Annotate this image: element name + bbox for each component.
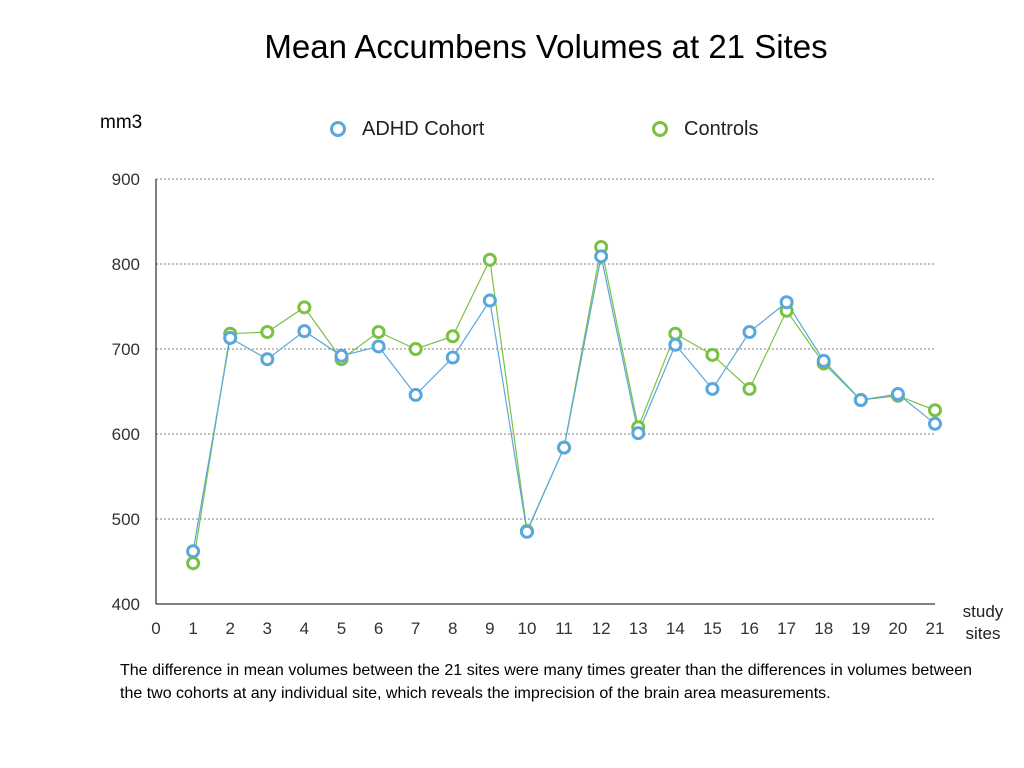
x-tick-label-0: 0 (151, 619, 160, 638)
y-tick-label-600: 600 (112, 425, 140, 444)
x-tick-label-5: 5 (337, 619, 346, 638)
x-axis-label-line-2: sites (965, 624, 1001, 643)
x-tick-label-20: 20 (888, 619, 907, 638)
data-point-adhd-20 (890, 387, 905, 402)
data-point-adhd-8 (445, 350, 460, 365)
data-point-controls-1 (186, 556, 201, 571)
x-tick-label-2: 2 (225, 619, 234, 638)
data-point-controls-21 (928, 403, 942, 418)
y-tick-label-400: 400 (112, 595, 140, 614)
x-tick-label-13: 13 (629, 619, 648, 638)
data-point-adhd-19 (853, 393, 868, 407)
data-point-adhd-1 (186, 544, 201, 559)
legend-marker-controls-icon (652, 121, 668, 137)
chart-title: Mean Accumbens Volumes at 21 Sites (264, 28, 828, 65)
x-tick-label-14: 14 (666, 619, 685, 638)
x-tick-label-7: 7 (411, 619, 420, 638)
x-tick-label-1: 1 (188, 619, 197, 638)
x-tick-label-8: 8 (448, 619, 457, 638)
data-point-controls-4 (297, 300, 312, 315)
data-point-controls-8 (445, 329, 460, 344)
legend-item-controls: Controls (652, 117, 758, 141)
data-point-adhd-15 (705, 381, 720, 396)
data-point-controls-7 (408, 342, 423, 356)
x-tick-label-18: 18 (814, 619, 833, 638)
x-tick-label-9: 9 (485, 619, 494, 638)
y-tick-label-800: 800 (112, 255, 140, 274)
data-point-adhd-2 (223, 330, 238, 345)
legend-label-controls: Controls (684, 117, 759, 140)
data-point-adhd-9 (482, 293, 497, 308)
data-point-controls-14 (668, 326, 683, 341)
x-tick-label-21: 21 (926, 619, 945, 638)
data-point-adhd-17 (779, 295, 794, 310)
data-point-adhd-4 (297, 324, 312, 339)
x-tick-label-15: 15 (703, 619, 722, 638)
data-point-adhd-3 (260, 352, 275, 367)
data-point-adhd-16 (742, 325, 757, 339)
y-axis-label: mm3 (100, 112, 143, 133)
data-point-controls-15 (705, 347, 720, 362)
data-point-controls-9 (482, 252, 497, 267)
data-point-adhd-13 (631, 426, 646, 441)
x-axis-label: study sites (952, 601, 1014, 645)
x-axis-label-line-1: study (962, 602, 1004, 621)
y-tick-label-700: 700 (112, 340, 140, 359)
y-tick-label-500: 500 (112, 510, 140, 529)
x-tick-label-16: 16 (740, 619, 759, 638)
legend-marker-adhd-icon (330, 121, 346, 137)
data-point-adhd-7 (408, 387, 423, 402)
data-point-adhd-12 (594, 249, 609, 264)
data-point-adhd-18 (816, 353, 831, 368)
data-point-adhd-21 (928, 416, 942, 431)
x-tick-label-17: 17 (777, 619, 796, 638)
x-tick-label-19: 19 (851, 619, 870, 638)
data-point-adhd-11 (557, 440, 572, 455)
x-tick-label-3: 3 (263, 619, 272, 638)
data-point-adhd-10 (519, 524, 534, 539)
x-tick-label-12: 12 (592, 619, 611, 638)
x-tick-label-4: 4 (300, 619, 309, 638)
y-tick-label-900: 900 (112, 170, 140, 189)
data-point-controls-6 (371, 325, 386, 339)
legend-item-adhd: ADHD Cohort (330, 117, 484, 141)
series-line-controls (192, 246, 936, 564)
caption-text: The difference in mean volumes between t… (120, 662, 972, 702)
x-tick-label-10: 10 (517, 619, 536, 638)
data-point-controls-16 (742, 381, 757, 396)
x-tick-label-11: 11 (555, 619, 573, 638)
data-point-adhd-6 (371, 339, 386, 354)
data-point-controls-3 (260, 325, 275, 339)
legend-label-adhd: ADHD Cohort (362, 117, 485, 140)
data-point-adhd-14 (668, 337, 683, 352)
x-tick-label-6: 6 (374, 619, 383, 638)
data-point-adhd-5 (334, 348, 349, 363)
